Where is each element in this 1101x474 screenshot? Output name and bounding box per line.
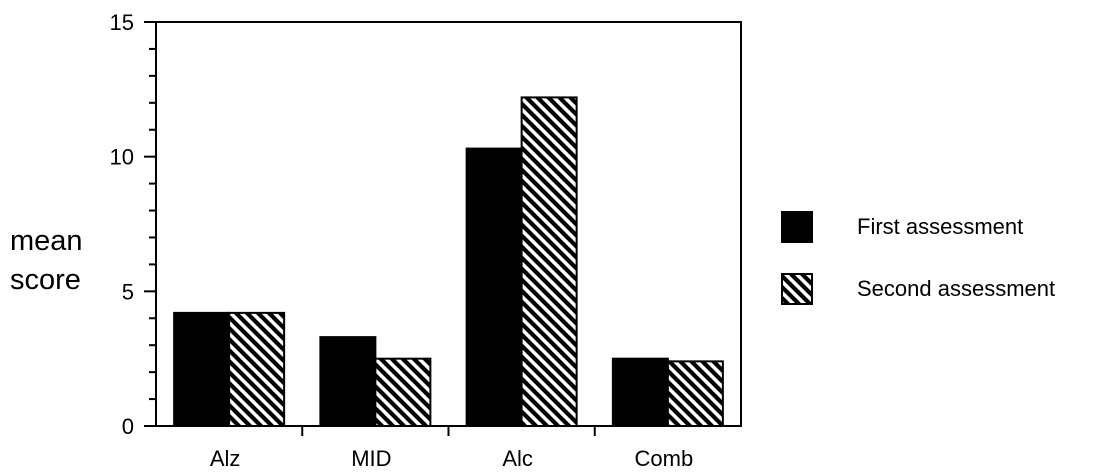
legend-swatch <box>781 273 813 305</box>
x-tick-label: Comb <box>635 446 694 471</box>
bar <box>319 336 377 427</box>
bar <box>173 311 231 428</box>
y-axis-label-line: score <box>10 264 81 296</box>
legend-label: First assessment <box>857 214 1023 239</box>
bar <box>465 147 523 427</box>
bar <box>228 311 286 428</box>
y-axis-label: mean score <box>10 225 83 296</box>
y-tick-label: 15 <box>110 10 134 35</box>
x-tick-label: MID <box>351 446 391 471</box>
x-tick-label: Alz <box>210 446 241 471</box>
x-tick-label: Alc <box>502 446 533 471</box>
y-tick-label: 5 <box>122 279 134 304</box>
y-tick-label: 0 <box>122 414 134 439</box>
y-axis-label-line: mean <box>10 225 83 257</box>
legend-label: Second assessment <box>857 276 1055 301</box>
plot-frame <box>155 21 742 427</box>
y-axis-ticks: 0 5 10 15 <box>110 10 156 439</box>
bars <box>173 96 724 428</box>
bar <box>666 360 724 427</box>
legend-swatch <box>781 211 813 243</box>
y-tick-label: 10 <box>110 145 134 170</box>
bar <box>611 357 669 427</box>
bar <box>520 96 578 427</box>
x-axis-ticks: Alz MID Alc Comb <box>210 426 693 471</box>
bar <box>374 357 432 427</box>
legend: First assessment Second assessment <box>781 211 1055 305</box>
